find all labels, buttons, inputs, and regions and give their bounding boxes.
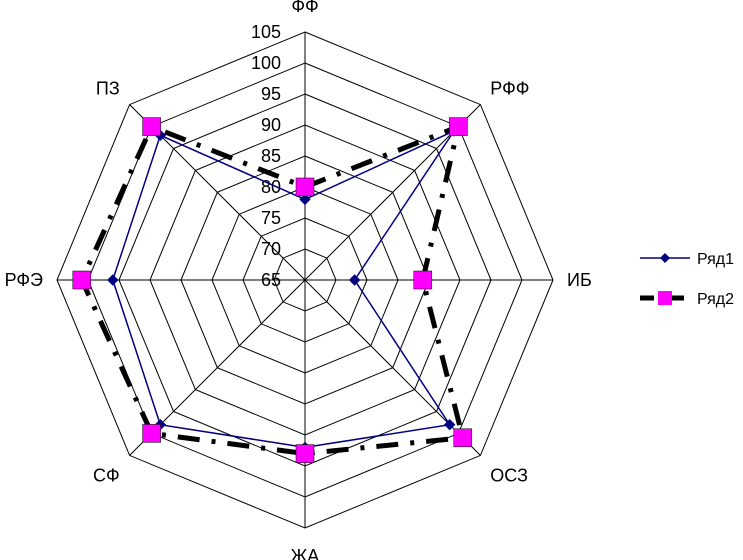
series-0-point-0 (299, 193, 311, 206)
series-1-point-3 (453, 428, 473, 448)
series-0-point-6 (107, 274, 119, 286)
legend-marker-0 (660, 253, 670, 263)
series-line-1 (79, 124, 466, 457)
category-label-2: ИБ (567, 270, 592, 290)
legend: Ряд1 Ряд2 (640, 251, 734, 308)
category-label-1: РФФ (490, 79, 529, 99)
tick-label-6: 95 (261, 84, 281, 104)
series-1-point-5 (142, 424, 161, 443)
legend-label-0: Ряд1 (697, 251, 734, 268)
series-1-point-7 (142, 117, 161, 136)
tick-label-1: 70 (261, 239, 281, 259)
tick-label-7: 100 (251, 53, 281, 73)
series-1-point-4 (295, 444, 315, 463)
series-1-point-1 (449, 117, 468, 136)
series-0-point-3 (443, 418, 456, 431)
category-label-3: ОСЗ (490, 465, 528, 485)
legend-marker-1 (658, 291, 672, 305)
category-label-5: СФ (93, 465, 120, 485)
series-line-0 (112, 129, 457, 449)
series-1-point-6 (72, 270, 92, 290)
category-label-0: ФФ (291, 0, 318, 16)
legend-label-1: Ряд2 (697, 291, 734, 308)
series-1-point-0 (295, 177, 315, 197)
category-label-6: РФЭ (5, 270, 43, 290)
radar-series (72, 117, 473, 463)
series-0-point-2 (348, 274, 361, 286)
category-label-7: ПЗ (96, 79, 120, 99)
category-label-4: ЖА (291, 546, 320, 560)
tick-label-0: 65 (261, 270, 281, 290)
radar-category-labels: ФФ РФФ ИБ ОСЗ ЖА СФ РФЭ ПЗ (5, 0, 592, 560)
tick-label-5: 90 (261, 115, 281, 135)
tick-label-8: 105 (251, 22, 281, 42)
series-1-point-2 (413, 270, 433, 290)
tick-label-2: 75 (261, 208, 281, 228)
tick-label-4: 85 (261, 146, 281, 166)
